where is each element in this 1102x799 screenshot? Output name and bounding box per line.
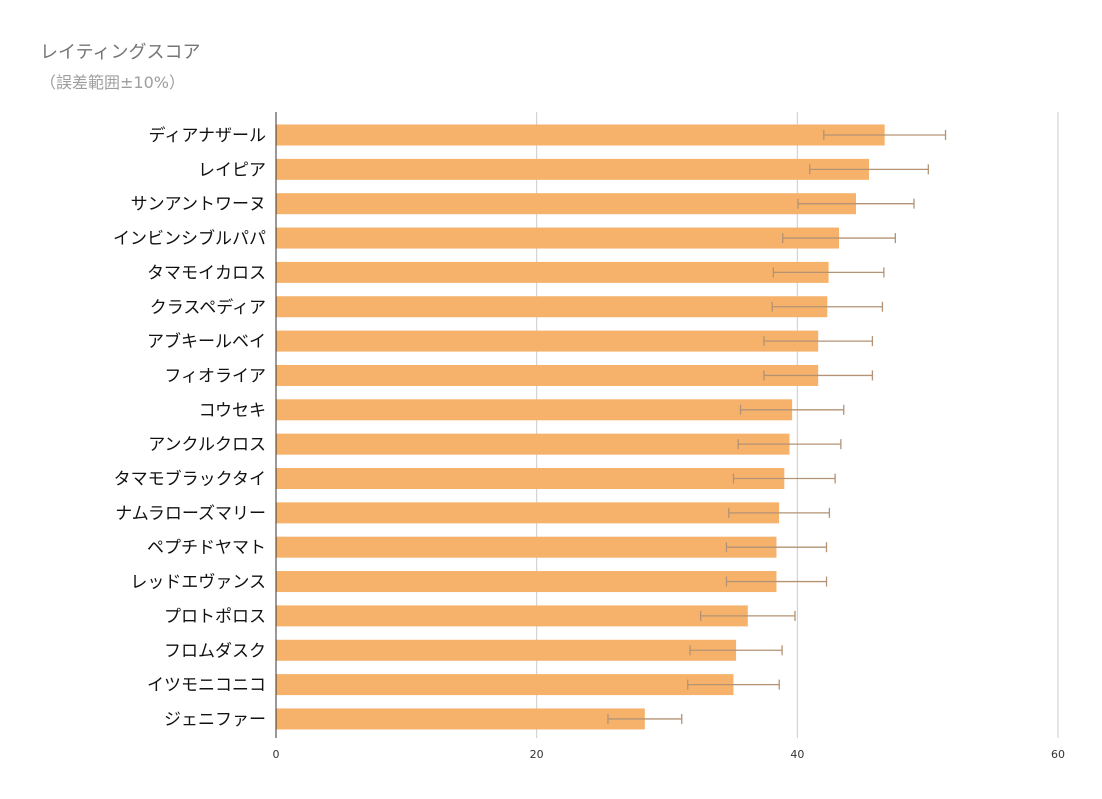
bar (276, 227, 840, 249)
x-tick-label: 60 (1051, 748, 1065, 761)
bar (276, 502, 780, 524)
error-bar (763, 336, 874, 347)
error-bar (699, 610, 796, 621)
category-label: アンクルクロス (148, 435, 266, 455)
bar (276, 124, 885, 146)
error-bar (728, 507, 831, 518)
category-label: コウセキ (199, 401, 266, 421)
bar (276, 193, 856, 215)
category-label: クラスペディア (150, 297, 266, 318)
error-bar (737, 439, 842, 450)
x-tick-label: 40 (790, 748, 804, 761)
bar (276, 261, 829, 283)
error-bar (689, 645, 783, 656)
error-bar (732, 473, 836, 484)
category-label: タマモブラックタイ (114, 469, 266, 490)
bar (276, 433, 790, 455)
category-label: レイピア (198, 160, 266, 180)
error-bar (739, 404, 845, 415)
category-label: レッドエヴァンス (130, 573, 266, 593)
chart-title: レイティングスコア (40, 42, 201, 63)
category-label: ジェニファー (164, 710, 266, 730)
error-bar (771, 301, 884, 312)
bar (276, 399, 793, 421)
bar (276, 364, 819, 386)
error-bar (782, 233, 896, 244)
error-bar (725, 576, 828, 587)
category-label: インビンシブルパパ (113, 228, 266, 249)
bar (276, 708, 645, 730)
category-label: イツモニコニコ (147, 676, 266, 696)
category-label: ナムラローズマリー (115, 504, 266, 524)
bar (276, 330, 819, 352)
category-label: プロトポロス (164, 607, 266, 627)
error-bar (763, 370, 874, 381)
category-label: ディアナザール (149, 125, 266, 146)
error-bar (607, 713, 683, 724)
category-label: タマモイカロス (147, 263, 266, 283)
error-bar (772, 267, 885, 278)
category-label: アブキールベイ (147, 331, 266, 352)
error-bar (809, 164, 929, 175)
bar (276, 605, 748, 627)
category-label: サンアントワーヌ (131, 195, 266, 215)
x-tick-label: 20 (530, 748, 544, 761)
bar (276, 468, 785, 489)
bar (276, 536, 777, 558)
category-label: フィオライア (164, 366, 266, 386)
error-bar (725, 542, 828, 553)
category-label: フロムダスク (164, 641, 266, 661)
error-bar (797, 198, 915, 209)
bar (276, 571, 777, 593)
bar (276, 639, 737, 661)
bar (276, 158, 870, 180)
bar (276, 674, 734, 696)
chart-subtitle: （誤差範囲±10%） (40, 73, 185, 92)
bar (276, 296, 828, 318)
category-label: ペプチドヤマト (147, 538, 266, 558)
error-bar (823, 130, 947, 140)
x-tick-label: 0 (273, 748, 280, 761)
error-bar (687, 679, 780, 690)
